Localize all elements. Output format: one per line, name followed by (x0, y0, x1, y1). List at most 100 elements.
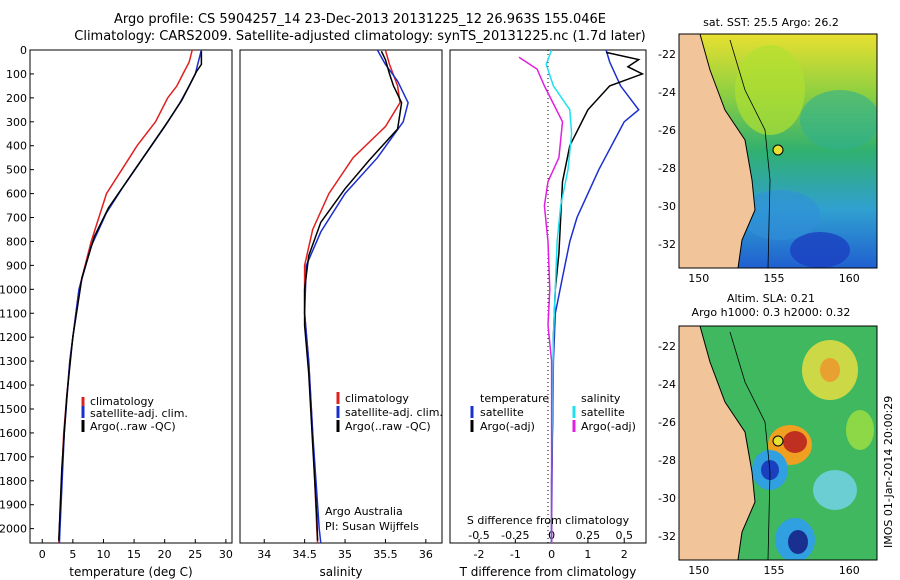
map-y-tick-label: -26 (658, 124, 676, 137)
y-tick-label: 1500 (0, 403, 27, 416)
t-difference-label: T difference from climatology (459, 565, 637, 579)
x-tick-label: 15 (127, 548, 141, 561)
map-x-tick-label: 160 (839, 272, 860, 285)
x-tick-label: 0 (548, 548, 555, 561)
series-line-salinity-satellite (545, 49, 573, 543)
s-tick-label: 0.25 (576, 529, 601, 542)
argo-float-marker (772, 435, 784, 447)
y-tick-label: 400 (6, 140, 27, 153)
figure-title-line1: Argo profile: CS 5904257_14 23-Dec-2013 … (114, 12, 606, 27)
map-y-tick-label: -32 (658, 530, 676, 543)
sla-map: Altim. SLA: 0.21 Argo h1000: 0.3 h2000: … (658, 292, 878, 577)
sla-map-frame (678, 325, 878, 561)
legend-salinity-header: salinity (581, 392, 621, 405)
legend-sal-satellite: satellite (581, 406, 625, 419)
y-tick-label: 0 (20, 44, 27, 57)
salinity-xlabel: salinity (319, 565, 362, 579)
map-x-tick-label: 160 (839, 564, 860, 577)
y-tick-label: 1900 (0, 499, 27, 512)
y-tick-label: 1800 (0, 475, 27, 488)
y-tick-label: 700 (6, 212, 27, 225)
series-line-argo-raw-qc- (303, 50, 403, 541)
s-difference-label: S difference from climatology (467, 514, 630, 527)
x-tick-label: -2 (474, 548, 485, 561)
y-tick-label: 1200 (0, 331, 27, 344)
map-y-tick-label: -22 (658, 48, 676, 61)
temperature-axes (29, 49, 233, 544)
map-x-tick-label: 155 (764, 564, 785, 577)
temperature-xlabel: temperature (deg C) (69, 565, 192, 579)
argo-float-marker (772, 144, 784, 156)
shelf-contour (729, 39, 771, 268)
legend-sal-argo: Argo(-adj) (581, 420, 636, 433)
y-tick-label: 900 (6, 259, 27, 272)
sst-map: sat. SST: 25.5 Argo: 26.2 150 155 160 -22 -2… (658, 16, 878, 285)
sst-map-title: sat. SST: 25.5 Argo: 26.2 (703, 16, 839, 29)
x-tick-label: -1 (510, 548, 521, 561)
x-tick-label: 35 (338, 548, 352, 561)
difference-legend: temperature satellite Argo(-adj) salinit… (470, 392, 636, 433)
x-tick-label: 30 (219, 548, 233, 561)
map-x-tick-label: 155 (764, 272, 785, 285)
y-tick-label: 1400 (0, 379, 27, 392)
x-tick-label: 2 (621, 548, 628, 561)
australia-coast (679, 34, 756, 268)
y-tick-label: 100 (6, 68, 27, 81)
legend-temp-satellite: satellite (480, 406, 524, 419)
map-y-tick-label: -30 (658, 492, 676, 505)
salinity-legend: climatology satellite-adj. clim. Argo(..… (336, 392, 443, 433)
y-tick-label: 300 (6, 116, 27, 129)
map-y-tick-label: -24 (658, 378, 676, 391)
y-tick-label: 1300 (0, 355, 27, 368)
map-y-tick-label: -28 (658, 162, 676, 175)
x-tick-label: 1 (584, 548, 591, 561)
x-tick-label: 0 (39, 548, 46, 561)
s-tick-label: -0.25 (501, 529, 529, 542)
difference-panel: -2 -1 0 1 2-0.5 -0.25 0 0.25 0.5 temperature sat… (449, 49, 647, 579)
x-tick-label: 36 (419, 548, 433, 561)
legend-climatology: climatology (90, 395, 154, 408)
y-tick-label: 2000 (0, 523, 27, 536)
map-x-tick-label: 150 (688, 564, 709, 577)
y-tick-label: 500 (6, 164, 27, 177)
x-tick-label: 35.5 (373, 548, 398, 561)
y-tick-label: 200 (6, 92, 27, 105)
annotation-argo-australia: Argo Australia (325, 505, 403, 518)
y-tick-label: 1600 (0, 427, 27, 440)
legend-temperature-header: temperature (480, 392, 549, 405)
legend-satellite: satellite-adj. clim. (90, 407, 188, 420)
sst-map-frame (678, 33, 878, 269)
x-tick-label: 5 (69, 548, 76, 561)
map-y-tick-label: -26 (658, 416, 676, 429)
legend-argo: Argo(..raw -QC) (345, 420, 431, 433)
legend-argo: Argo(..raw -QC) (90, 420, 176, 433)
x-tick-label: 10 (96, 548, 110, 561)
s-tick-label: -0.5 (468, 529, 489, 542)
shelf-contour (729, 331, 771, 560)
salinity-panel: 34 34.5 35 35.5 36 salinity climatology sate… (239, 49, 443, 579)
annotation-pi: PI: Susan Wijffels (325, 520, 419, 533)
map-y-tick-label: -24 (658, 86, 676, 99)
x-tick-label: 20 (158, 548, 172, 561)
australia-coast (679, 326, 756, 560)
temperature-panel: 0100200300400500600700800900100011001200… (0, 44, 233, 579)
legend-temp-argo: Argo(-adj) (480, 420, 535, 433)
imos-timestamp: IMOS 01-Jan-2014 20:00:29 (882, 396, 895, 548)
s-tick-label: 0.5 (615, 529, 633, 542)
salinity-axes (239, 49, 443, 544)
temperature-legend: climatology satellite-adj. clim. Argo(..… (81, 395, 188, 433)
series-line-salinity-argo-adj- (518, 56, 564, 543)
sla-map-title1: Altim. SLA: 0.21 (727, 292, 815, 305)
difference-axes (449, 49, 647, 544)
map-y-tick-label: -30 (658, 200, 676, 213)
y-tick-label: 1700 (0, 451, 27, 464)
sla-map-title2: Argo h1000: 0.3 h2000: 0.32 (692, 306, 851, 319)
x-tick-label: 25 (188, 548, 202, 561)
figure-title-line2: Climatology: CARS2009. Satellite-adjuste… (74, 29, 646, 44)
x-tick-label: 34 (257, 548, 271, 561)
y-tick-label: 1000 (0, 283, 27, 296)
map-y-tick-label: -32 (658, 238, 676, 251)
series-line-argo-raw-qc- (58, 51, 203, 541)
map-y-tick-label: -28 (658, 454, 676, 467)
